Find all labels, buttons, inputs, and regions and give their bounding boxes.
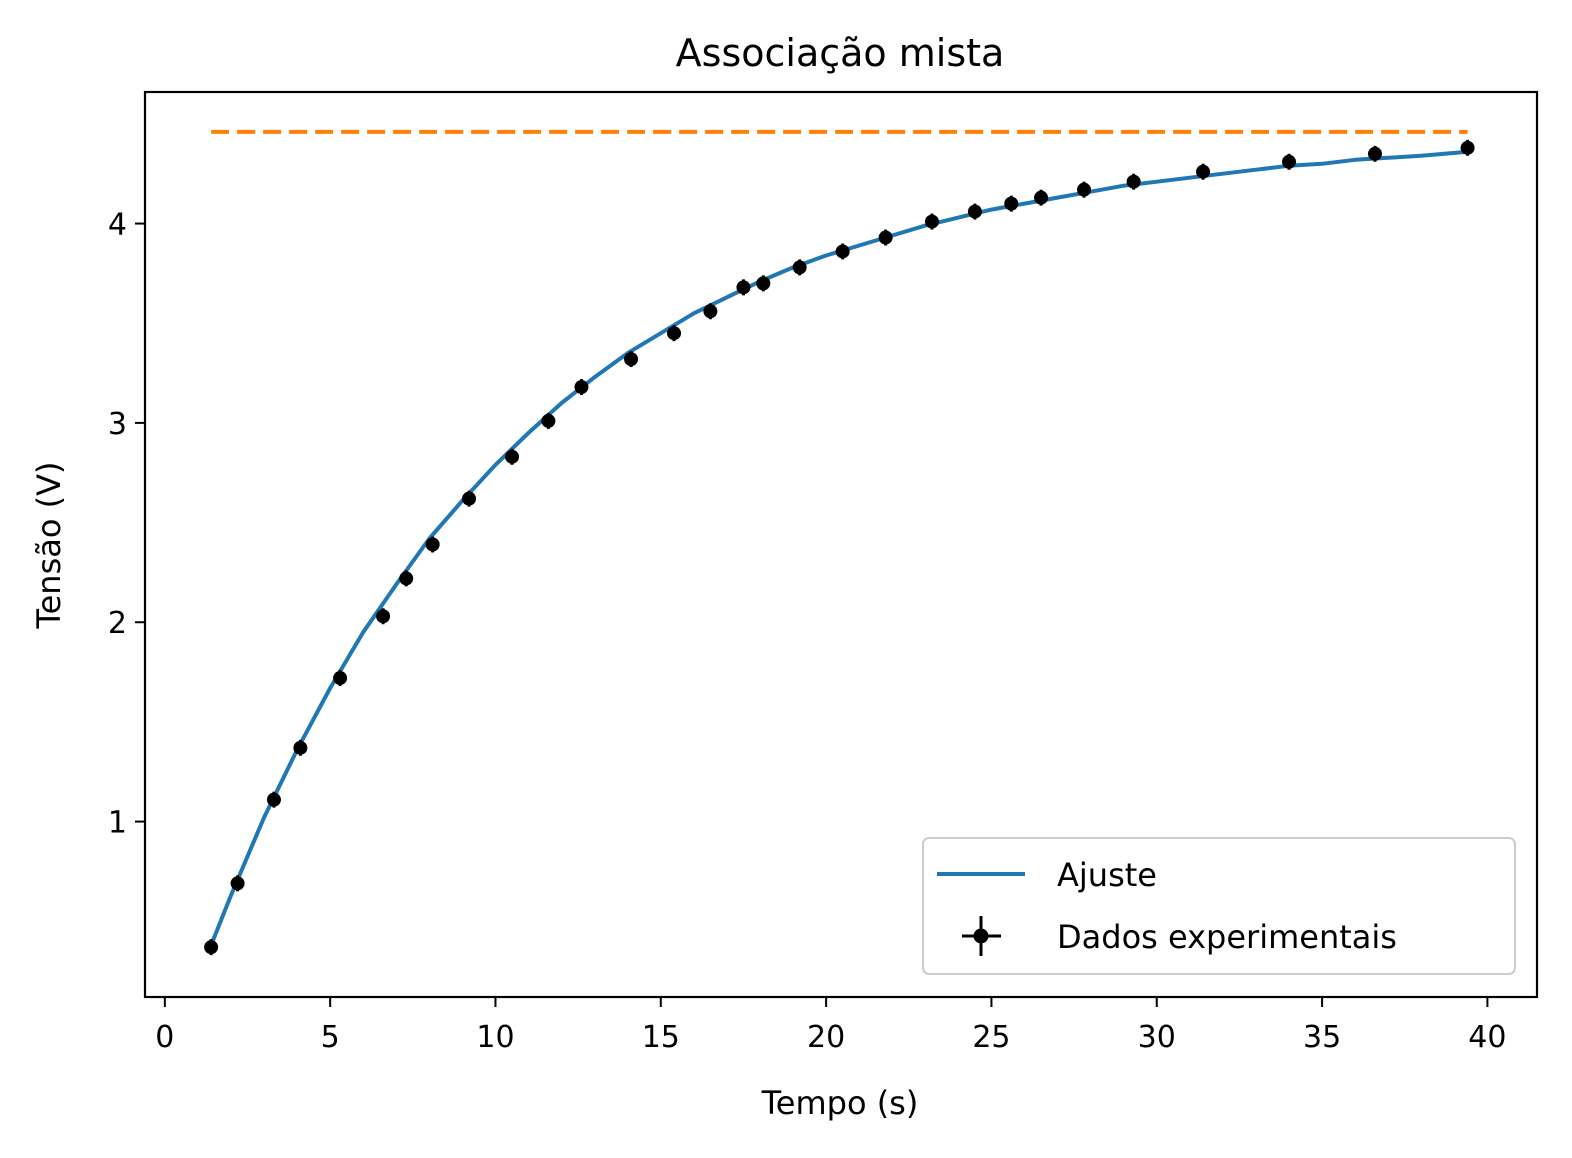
data-point [204, 939, 219, 956]
y-axis: 1 2 3 4 [108, 208, 145, 841]
x-tick-label: 30 [1138, 1020, 1176, 1055]
x-tick-label: 0 [155, 1020, 174, 1055]
data-point [792, 259, 807, 276]
data-point [541, 412, 556, 429]
data-marker [1126, 174, 1141, 189]
data-point [574, 379, 589, 395]
data-marker [1367, 146, 1382, 161]
data-point [293, 739, 308, 756]
data-point [1196, 163, 1211, 180]
data-point [835, 243, 850, 260]
data-point [399, 570, 414, 587]
data-marker [541, 413, 556, 428]
data-point [425, 536, 440, 553]
data-marker [878, 230, 893, 245]
data-point [266, 791, 281, 808]
y-tick-label: 3 [108, 407, 127, 442]
x-axis: 0 5 10 15 20 25 30 35 40 [155, 997, 1506, 1055]
data-marker [574, 380, 589, 395]
legend-label-dados: Dados experimentais [1057, 918, 1397, 956]
x-tick-label: 15 [642, 1020, 680, 1055]
legend-box [922, 837, 1516, 975]
data-marker [756, 276, 771, 291]
x-tick-label: 25 [972, 1020, 1010, 1055]
data-point [667, 325, 682, 342]
data-point [756, 275, 771, 292]
data-marker [399, 571, 414, 586]
data-marker [266, 792, 281, 807]
data-marker [1004, 196, 1019, 211]
data-point [1077, 181, 1092, 198]
legend-label-ajuste: Ajuste [1057, 856, 1157, 894]
y-tick-label: 1 [108, 806, 127, 841]
data-point [1004, 195, 1019, 212]
data-point [924, 213, 939, 230]
data-point [624, 351, 639, 368]
data-marker [1034, 190, 1049, 205]
data-point [1282, 153, 1297, 170]
x-axis-label: Tempo (s) [761, 1084, 919, 1122]
data-point [230, 875, 245, 892]
data-marker [1460, 140, 1475, 155]
y-axis-label: Tensão (V) [30, 462, 68, 630]
data-point [1460, 139, 1475, 156]
x-tick-label: 10 [476, 1020, 514, 1055]
legend: Ajuste Dados experimentais [922, 837, 1516, 975]
data-marker [1196, 164, 1211, 179]
data-point [376, 608, 391, 625]
data-marker [425, 537, 440, 552]
plot-area [204, 129, 1475, 956]
data-marker [736, 280, 751, 295]
data-marker [835, 244, 850, 259]
data-marker [376, 609, 391, 624]
data-marker [230, 876, 245, 891]
x-tick-label: 40 [1468, 1020, 1506, 1055]
data-point [1367, 145, 1382, 162]
data-marker [924, 214, 939, 229]
data-point [1126, 173, 1141, 190]
x-tick-label: 20 [807, 1020, 845, 1055]
x-tick-label: 35 [1303, 1020, 1341, 1055]
data-marker [204, 940, 219, 955]
data-marker [624, 352, 639, 367]
data-marker [505, 449, 520, 464]
data-marker [667, 326, 682, 341]
legend-swatch-dados [962, 916, 1001, 956]
data-marker [462, 491, 477, 506]
data-point [505, 448, 520, 465]
data-point [736, 279, 751, 296]
data-marker [293, 740, 308, 755]
axes-frame [143, 90, 1539, 999]
data-point [878, 229, 893, 246]
data-marker [967, 204, 982, 219]
data-point [703, 303, 718, 320]
data-point [462, 490, 477, 507]
series-line-ajuste [209, 149, 1468, 946]
data-marker [792, 260, 807, 275]
y-tick-label: 4 [108, 208, 127, 243]
data-marker [1077, 182, 1092, 197]
y-tick-label: 2 [108, 606, 127, 641]
data-marker [1282, 154, 1297, 169]
chart-title: Associação mista [676, 31, 1005, 75]
data-point [333, 670, 348, 687]
data-point [967, 203, 982, 220]
data-marker [703, 304, 718, 319]
data-marker [333, 671, 348, 686]
x-tick-label: 5 [321, 1020, 340, 1055]
data-point [1034, 189, 1049, 206]
